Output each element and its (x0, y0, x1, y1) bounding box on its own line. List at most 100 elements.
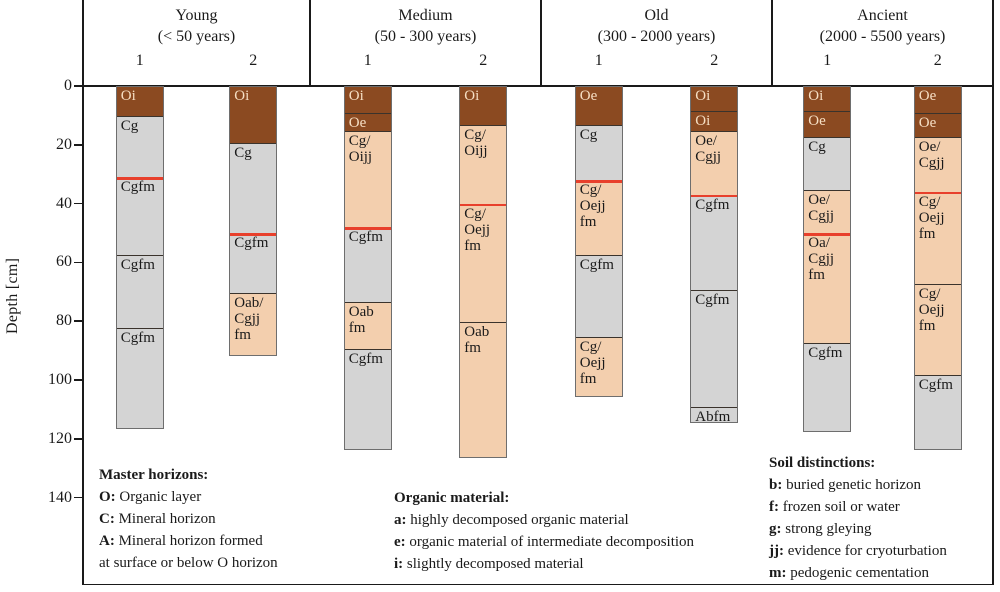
group-divider-line (309, 0, 311, 86)
group-age-range: (300 - 2000 years) (597, 28, 716, 45)
soil-horizon-segment: Oi (804, 87, 851, 111)
soil-horizon-segment: Oi (116, 87, 163, 117)
horizon-label: Oab/Cgjj fm (234, 294, 264, 343)
group-title-old: Old (300 - 2000 years) (541, 5, 772, 47)
horizon-label: Oi (695, 112, 711, 129)
horizon-label: Cg/Oejj fm (579, 182, 606, 231)
red-boundary-line (116, 177, 163, 180)
group-divider-line (771, 0, 773, 86)
soil-horizon-segment: Oe (344, 113, 391, 131)
soil-horizon-segment: Oa/Cgjj fm (804, 234, 851, 343)
horizon-label: Cg/Oijj (464, 127, 488, 160)
horizon-label: Cgfm (348, 229, 383, 246)
horizon-label: Cg/Oijj (348, 133, 373, 166)
soil-horizon-segment: Oe/Cgjj (804, 189, 851, 234)
horizon-label: Oe (579, 88, 598, 104)
group-title-young: Young (< 50 years) (83, 5, 310, 47)
group-age-range: (< 50 years) (157, 28, 236, 45)
soil-horizon-segment: Oe/Cgjj (691, 131, 738, 196)
soil-horizon-segment: Cg/Oijj (460, 125, 507, 205)
red-boundary-line (344, 227, 391, 230)
soil-column-young-1: Oi Cg Cgfm Cgfm Cgfm (115, 86, 164, 430)
horizon-label: Cgfm (695, 196, 730, 213)
column-number: 2 (933, 52, 942, 69)
soil-horizon-segment: Cg/Oejj fm (914, 283, 961, 376)
axis-tick-label: 140 (48, 488, 72, 506)
horizon-label: Cg/Oejj fm (579, 338, 606, 387)
soil-horizon-segment: Cg (230, 142, 277, 234)
soil-column-young-2: Oi Cg Cgfm Oab/Cgjj fm (229, 86, 278, 356)
horizon-label: Cg/Oejj fm (918, 285, 945, 334)
soil-column-medium-1: Oi Oe Cg/Oijj Cgfm Oab fm Cgfm (343, 86, 392, 450)
legend-item: C: Mineral horizon (99, 511, 216, 527)
group-title-ancient: Ancient (2000 - 5500 years) (772, 5, 993, 47)
legend-item: A: Mineral horizon formed (99, 533, 263, 549)
horizon-label: Oi (695, 88, 711, 104)
surface-zero-line (83, 84, 993, 87)
horizon-label: Cg (579, 127, 598, 144)
legend-soil-distinctions: Soil distinctions: b: buried genetic hori… (769, 452, 947, 584)
horizon-label: Cg (808, 138, 826, 155)
bottom-border-line (82, 583, 994, 585)
y-axis-title: Depth [cm] (4, 257, 21, 335)
axis-tick (74, 320, 83, 322)
axis-tick-label: 0 (64, 77, 72, 94)
soil-horizon-segment: Oab/Cgjj fm (230, 292, 277, 355)
soil-column-old-2: Oi Oi Oe/Cgjj Cgfm Cgfm Abfm (690, 86, 739, 425)
horizon-label: Oab fm (464, 324, 490, 357)
horizon-label: Oa/Cgjj fm (808, 235, 835, 283)
group-divider-line (540, 0, 542, 86)
axis-tick (74, 261, 83, 264)
soil-horizon-segment: Cgfm (344, 228, 391, 302)
horizon-label: Cgfm (918, 377, 953, 394)
soil-horizon-segment: Cg/Oejj fm (460, 204, 507, 323)
soil-horizon-segment: Cgfm (691, 195, 738, 290)
soil-horizon-segment: Oe (575, 87, 622, 126)
soil-horizon-segment: Cgfm (575, 254, 622, 337)
soil-horizon-segment: Oi (344, 87, 391, 114)
red-boundary-line (575, 180, 622, 183)
group-name: Old (644, 7, 669, 24)
horizon-label: Cg/Oejj fm (918, 193, 945, 242)
soil-horizon-segment: Cg (116, 116, 163, 179)
legend-item: O: Organic layer (99, 489, 202, 505)
soil-horizon-segment: Oi (691, 110, 738, 132)
y-axis-line (82, 0, 84, 585)
legend-item: i: slightly decomposed material (394, 556, 584, 572)
soil-horizon-segment: Cg/Oejj fm (575, 336, 622, 396)
horizon-label: Cg (120, 118, 139, 135)
group-name: Medium (398, 7, 453, 24)
axis-tick-label: 120 (48, 429, 72, 447)
soil-horizon-segment: Cg/Oejj fm (575, 181, 622, 255)
soil-horizon-segment: Cg (804, 136, 851, 190)
axis-tick (74, 144, 83, 146)
horizon-label: Cgfm (695, 291, 730, 308)
red-boundary-line (230, 233, 277, 236)
legend-title: Master horizons: (99, 467, 209, 483)
horizon-label: Cg/Oejj fm (464, 205, 491, 254)
horizon-label: Oe (918, 115, 937, 132)
axis-tick (74, 496, 83, 499)
axis-tick-label: 60 (56, 253, 72, 271)
legend-organic-material: Organic material: a: highly decomposed or… (394, 487, 694, 575)
soil-horizon-segment: Cg/Oejj fm (914, 192, 961, 284)
axis-tick-label: 20 (56, 135, 72, 153)
soil-horizon-segment: Cgfm (230, 234, 277, 293)
horizon-label: Oi (464, 88, 480, 104)
soil-horizon-segment: Cg (575, 125, 622, 182)
horizon-label: Cg (234, 144, 252, 161)
soil-horizon-segment: Cgfm (344, 348, 391, 449)
legend-item: m: pedogenic cementation (769, 565, 929, 581)
soil-horizon-segment: Cgfm (914, 375, 961, 449)
horizon-label: Oi (348, 88, 364, 104)
horizon-label: Oi (120, 88, 136, 104)
soil-horizon-segment: Oi (230, 87, 277, 143)
horizon-label: Cgfm (579, 256, 614, 273)
horizon-label: Oab fm (348, 303, 374, 336)
legend-item: jj: evidence for cryoturbation (769, 543, 947, 559)
soil-horizon-segment: Cgfm (691, 289, 738, 408)
legend-item: b: buried genetic horizon (769, 477, 922, 493)
column-number: 2 (249, 52, 258, 69)
horizon-label: Cgfm (808, 344, 843, 361)
